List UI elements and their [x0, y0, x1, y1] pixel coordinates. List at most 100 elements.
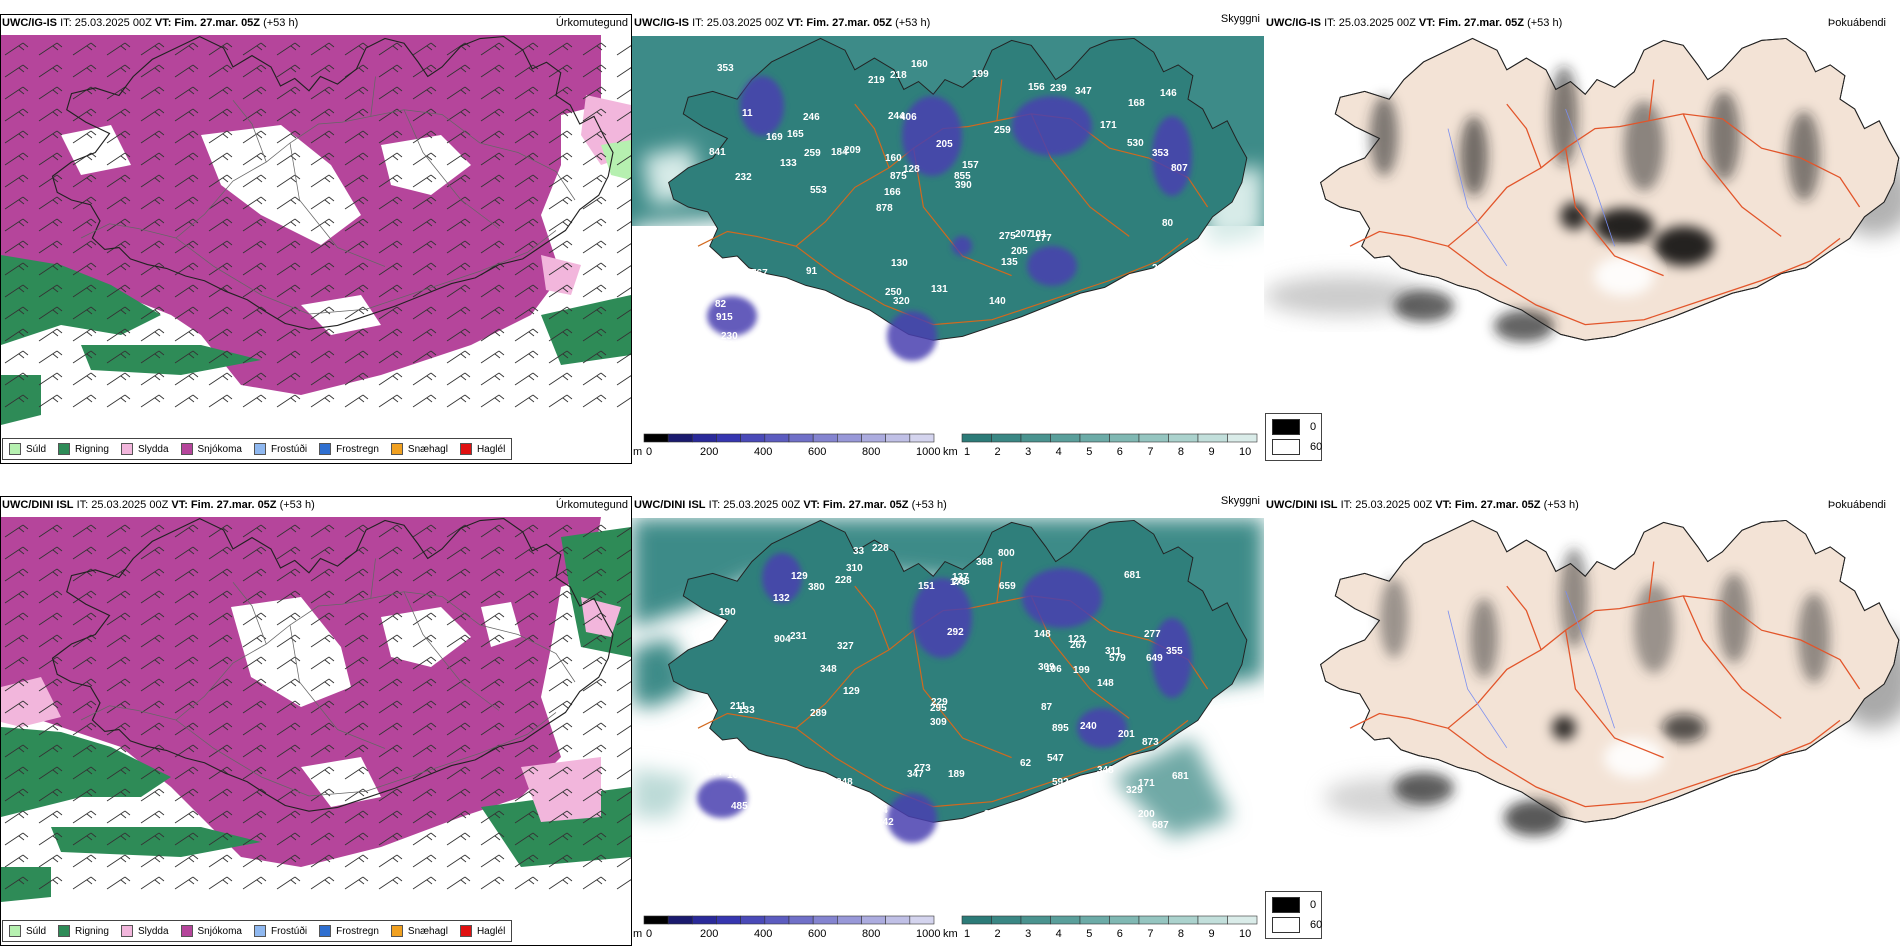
cloud-base-label: 217: [1152, 263, 1169, 274]
cloud-base-label: 353: [1152, 148, 1169, 159]
fog-map-svg: [1264, 37, 1900, 342]
precip-map[interactable]: [0, 496, 632, 946]
low-cloud-patches: [707, 76, 1192, 361]
colorbar-tick: 600: [808, 446, 826, 458]
colorbar-tick: 6: [1117, 928, 1123, 940]
cloud-base-label: 335: [737, 274, 754, 285]
valid-time: Fim. 27.mar. 05Z: [806, 17, 893, 29]
colorbar-swatches: [643, 433, 935, 443]
visibility-map[interactable]: 348 277 171 292 485 310 311 248 681 231 649 190 148 2…: [632, 518, 1264, 918]
colorbar-swatch: [1227, 433, 1258, 443]
cloud-base-label: 33: [853, 546, 865, 557]
lead-time: (+53 h): [1527, 17, 1563, 29]
valid-prefix: VT:: [171, 499, 188, 511]
cloud-base-labels: 341 232 168 878 259 249 244 205 767 209 915 207 406 1…: [709, 59, 1188, 355]
cloud-base-label: 250: [885, 287, 902, 298]
colorbar-tick: 8: [1178, 928, 1184, 940]
colorbar-unit: m: [633, 928, 642, 940]
cloud-base-label: 310: [846, 563, 863, 574]
panel-header: UWC/IG-IS IT: 25.03.2025 00Z VT: Fim. 27…: [632, 14, 1264, 32]
cloud-base-label: 49: [1104, 816, 1116, 827]
cloud-base-label: 80: [939, 340, 951, 351]
cloud-base-label: 169: [804, 321, 821, 332]
colorbar-tick: 3: [1025, 928, 1031, 940]
valid-time: Fim. 27.mar. 05Z: [174, 17, 261, 29]
cloud-base-label: 82: [715, 299, 727, 310]
cloud-base-label: 168: [1128, 98, 1145, 109]
precip-map[interactable]: [0, 14, 632, 464]
colorbar-tick: 600: [808, 928, 826, 940]
colorbar-ticks: m 0 200 400 600 800 1000: [633, 446, 940, 458]
cloud-base-label: 200: [1138, 809, 1155, 820]
fog-legend-label: 0: [1310, 421, 1317, 433]
colorbar-tick: 800: [862, 928, 880, 940]
wind-barbs: [1, 35, 631, 415]
colorbar-tick: 5: [1086, 928, 1092, 940]
vis-colorbar-svg: km 1 2 3 4 5 6 7 8 9 10: [943, 915, 1258, 940]
visibility-map[interactable]: 341 232 168 878 259 249 244 205 767 209 915 207 406 1…: [632, 36, 1264, 436]
fog-overlay-lines: [1320, 519, 1900, 823]
legend-item-sleet: Slydda: [120, 443, 169, 455]
cloud-base-label: 135: [1001, 257, 1018, 268]
cloud-base-label: 129: [791, 571, 808, 582]
panel-header: UWC/DINI ISL IT: 25.03.2025 00Z VT: Fim.…: [632, 496, 1264, 514]
panel-title: Þokuábendi: [1827, 17, 1886, 29]
colorbar-ticks: km 1 2 3 4 5 6 7 8 9 10: [943, 928, 1251, 940]
cloud-base-label: 11: [742, 108, 753, 119]
colorbar-unit: km: [943, 928, 958, 940]
colorbar-tick: 0: [646, 928, 652, 940]
fog-map[interactable]: [1264, 36, 1900, 436]
cloud-base-label: 189: [948, 769, 965, 780]
cloud-base-label: 553: [810, 185, 827, 196]
colorbar-swatch: [1197, 433, 1228, 443]
colorbar-swatches: [961, 433, 1258, 443]
cloud-base-label: 106: [1045, 664, 1062, 675]
cloud-base-label: 413: [764, 799, 781, 810]
colorbar-swatch: [837, 433, 862, 443]
colorbar-swatch: [1079, 915, 1110, 925]
cloud-base-label: 165: [787, 129, 804, 140]
cloud-base-label: 659: [999, 581, 1016, 592]
colorbar-ticks: km 1 2 3 4 5 6 7 8 9 10: [943, 446, 1251, 458]
fog-legend-row: 60: [1272, 439, 1322, 455]
cloud-base-label: 173: [950, 577, 967, 588]
legend-swatch: [390, 443, 403, 455]
cloud-base-label: 592: [1052, 777, 1069, 788]
fog-legend-swatch: [1272, 419, 1300, 435]
cloud-base-label: 130: [891, 258, 908, 269]
cloud-base-label: 228: [835, 575, 852, 586]
colorbar-tick: 7: [1147, 928, 1153, 940]
colorbar-swatch: [788, 915, 814, 925]
legend-swatch: [253, 925, 266, 937]
model-name: UWC/IG-IS: [1266, 17, 1321, 29]
cloud-base-label: 353: [717, 63, 734, 74]
legend-item-freezing-drizzle: Frostúði: [253, 925, 307, 937]
lead-time: (+53 h): [1543, 499, 1579, 511]
cloud-base-label: 123: [1068, 634, 1085, 645]
legend-label: Slydda: [137, 443, 169, 455]
fog-overlay-lines: [1320, 37, 1900, 341]
colorbar-swatch: [812, 433, 838, 443]
panel-title: Úrkomutegund: [555, 499, 628, 511]
legend-swatch: [319, 443, 332, 455]
fog-legend-row: 0: [1272, 419, 1316, 435]
colorbar-swatch: [1109, 433, 1140, 443]
cloud-base-label: 187: [787, 284, 804, 295]
colorbar-ticks: m 0 200 400 600 800 1000: [633, 928, 940, 940]
colorbar-tick: 1000: [916, 446, 940, 458]
fog-map-svg: [1320, 519, 1900, 836]
fog-legend-row: 0: [1272, 897, 1316, 913]
cloud-base-label: 348: [820, 664, 837, 675]
legend-item-snow-pellets: Snæhagl: [390, 443, 448, 455]
colorbar-tick: 6: [1117, 446, 1123, 458]
colorbar-unit: km: [943, 446, 958, 458]
cloud-base-label: 248: [836, 777, 853, 788]
colorbar-swatch: [909, 915, 935, 925]
cloud-base-colorbar: m 0 200 400 600 800 1000: [632, 432, 952, 458]
colorbar-tick: 7: [1147, 446, 1153, 458]
visibility-panel-dini: UWC/DINI ISL IT: 25.03.2025 00Z VT: Fim.…: [632, 496, 1264, 946]
cloud-base-label: 190: [719, 607, 736, 618]
cloud-base-label: 904: [774, 634, 791, 645]
cloud-base-label: 687: [1152, 820, 1169, 831]
fog-map[interactable]: [1264, 518, 1900, 918]
